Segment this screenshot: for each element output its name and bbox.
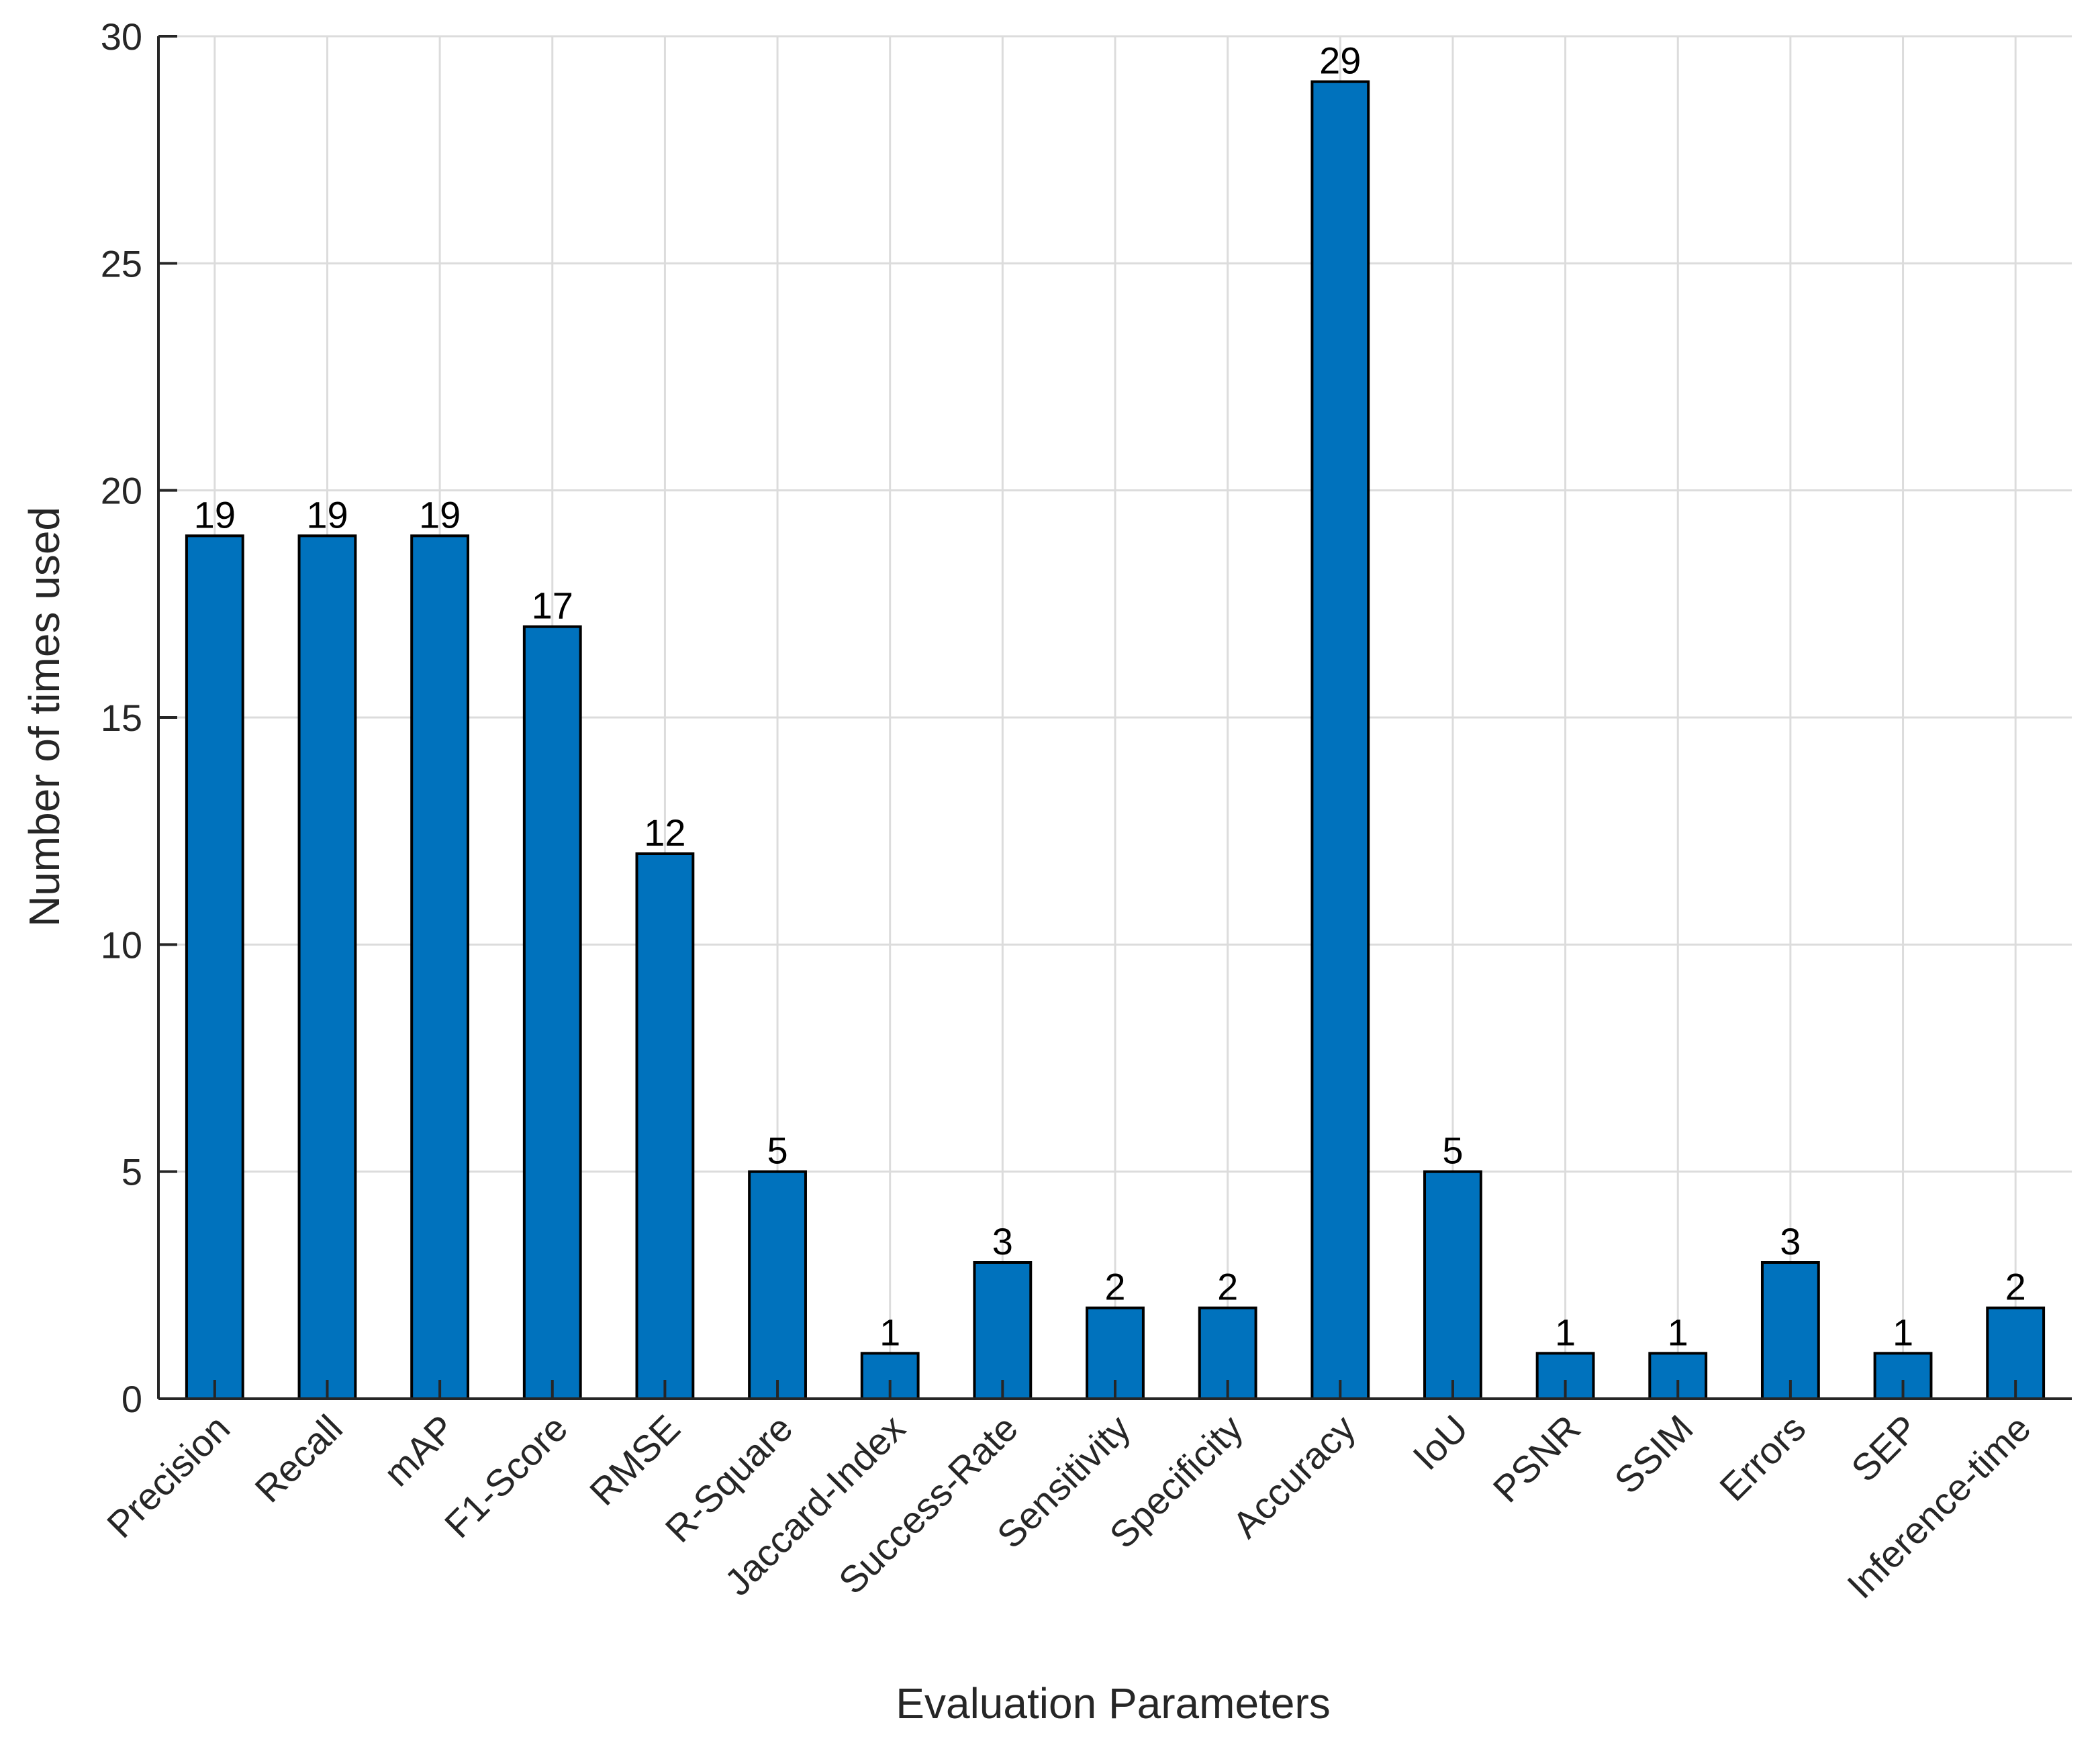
x-axis-title: Evaluation Parameters bbox=[896, 1679, 1330, 1728]
x-tick-label: F1-Score bbox=[436, 1407, 575, 1546]
data-label: 2 bbox=[2005, 1266, 2026, 1308]
bar bbox=[1423, 1170, 1482, 1400]
bar bbox=[185, 534, 244, 1400]
bar bbox=[522, 625, 582, 1401]
data-label: 29 bbox=[1319, 40, 1361, 82]
data-label: 12 bbox=[644, 811, 685, 854]
data-label: 1 bbox=[1893, 1311, 1913, 1353]
data-label: 19 bbox=[419, 493, 461, 536]
data-label: 1 bbox=[1555, 1311, 1576, 1353]
x-tick-label: RMSE bbox=[581, 1407, 688, 1513]
data-label: 17 bbox=[532, 585, 573, 627]
data-label: 2 bbox=[1104, 1266, 1125, 1308]
data-label: 3 bbox=[992, 1220, 1013, 1262]
x-tick-label: PSNR bbox=[1485, 1407, 1589, 1511]
bar bbox=[410, 534, 470, 1400]
y-axis-title: Number of times used bbox=[20, 507, 68, 927]
grid bbox=[158, 35, 2072, 1399]
x-tick-label: mAP bbox=[375, 1407, 463, 1494]
bars bbox=[185, 80, 2046, 1401]
data-label: 3 bbox=[1780, 1220, 1801, 1262]
bar bbox=[1310, 80, 1370, 1401]
y-tick-label: 25 bbox=[101, 242, 142, 285]
bar bbox=[635, 852, 695, 1400]
data-label: 19 bbox=[306, 493, 348, 536]
data-label: 2 bbox=[1217, 1266, 1238, 1308]
x-tick-label: Errors bbox=[1711, 1407, 1813, 1509]
x-tick-label: IoU bbox=[1404, 1407, 1476, 1478]
x-tick-label: SSIM bbox=[1606, 1407, 1701, 1501]
data-label: 5 bbox=[767, 1130, 787, 1172]
y-tick-label: 0 bbox=[122, 1378, 142, 1420]
x-tick-label: Accuracy bbox=[1224, 1407, 1363, 1546]
data-label: 19 bbox=[194, 493, 236, 536]
y-tick-label: 15 bbox=[101, 697, 142, 739]
data-label: 1 bbox=[1668, 1311, 1688, 1353]
y-tick-label: 10 bbox=[101, 924, 142, 966]
bar bbox=[748, 1170, 807, 1400]
data-label: 1 bbox=[879, 1311, 900, 1353]
data-label: 5 bbox=[1442, 1130, 1463, 1172]
x-tick-label: SEP bbox=[1843, 1407, 1926, 1490]
bar bbox=[973, 1261, 1033, 1400]
bar bbox=[1760, 1261, 1820, 1400]
y-tick-label: 20 bbox=[101, 470, 142, 512]
x-tick-label: Recall bbox=[246, 1407, 350, 1511]
bar bbox=[297, 534, 357, 1400]
y-tick-label: 5 bbox=[122, 1151, 142, 1193]
x-tick-label: Precision bbox=[99, 1407, 238, 1546]
y-tick-label: 30 bbox=[101, 15, 142, 58]
